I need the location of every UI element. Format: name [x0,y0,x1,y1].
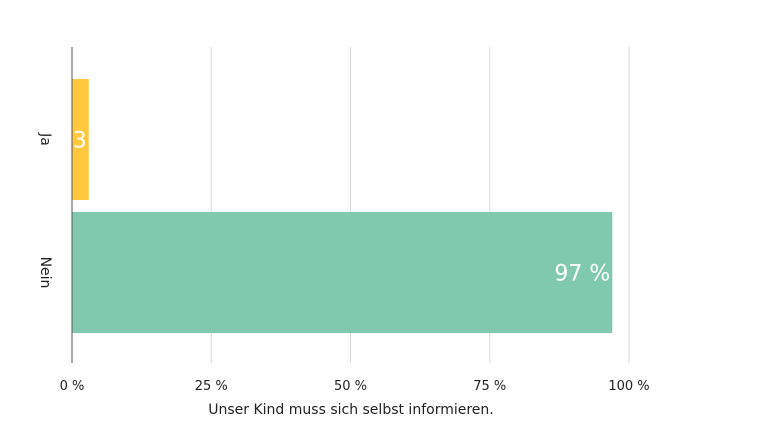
x-tick-label: 0 % [60,379,85,394]
x-tick-label: 75 % [473,379,506,394]
bar-nein [72,212,613,333]
category-label-ja: Ja [37,132,53,146]
bar-ja [72,79,89,200]
x-tick-labels: 0 % 25 % 50 % 75 % 100 % [60,379,650,394]
x-axis-title: Unser Kind muss sich selbst informieren. [208,402,493,418]
category-labels: Ja Nein [37,132,53,288]
bar-value-label-nein: 97 % [554,262,610,287]
bar-value-label-ja: 3 [73,129,87,154]
category-label-nein: Nein [37,257,53,289]
x-tick-label: 25 % [195,379,228,394]
x-tick-label: 100 % [608,379,649,394]
bar-value-labels: 3 97 % [73,129,611,287]
x-tick-label: 50 % [334,379,367,394]
bars [72,79,613,333]
